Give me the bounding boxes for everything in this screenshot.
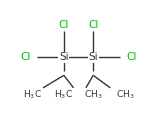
Text: H$_3$C: H$_3$C (54, 89, 73, 101)
Text: Si: Si (88, 52, 98, 62)
Text: Si: Si (59, 52, 69, 62)
Text: Cl: Cl (126, 52, 136, 62)
Text: Cl: Cl (59, 20, 69, 30)
Text: CH$_3$: CH$_3$ (84, 89, 103, 101)
Text: CH$_3$: CH$_3$ (116, 89, 134, 101)
Text: Cl: Cl (88, 20, 98, 30)
Text: H$_3$C: H$_3$C (23, 89, 41, 101)
Text: Cl: Cl (21, 52, 31, 62)
